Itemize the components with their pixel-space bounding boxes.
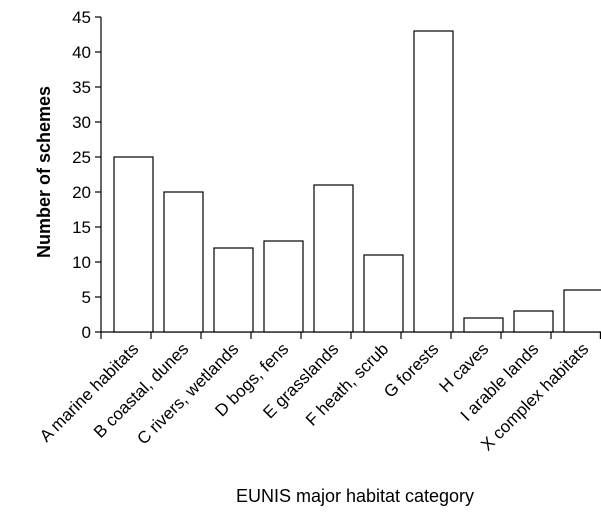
y-tick-label: 30: [72, 113, 91, 132]
y-axis-label: Number of schemes: [34, 86, 54, 258]
bar: [213, 247, 254, 333]
y-tick-label: 40: [72, 43, 91, 62]
bar: [363, 254, 404, 333]
bar: [463, 317, 504, 333]
bar: [263, 240, 304, 333]
y-tick-label: 35: [72, 78, 91, 97]
x-tick-label: G forests: [380, 339, 442, 401]
bar: [163, 191, 204, 333]
bar: [113, 156, 154, 333]
bar: [313, 184, 354, 333]
bar: [413, 30, 454, 333]
bar: [563, 289, 601, 333]
y-tick-label: 25: [72, 148, 91, 167]
y-tick-label: 20: [72, 183, 91, 202]
bar: [513, 310, 554, 333]
y-tick-label: 15: [72, 218, 91, 237]
y-tick-label: 5: [82, 288, 91, 307]
y-tick-label: 10: [72, 253, 91, 272]
y-tick-label: 0: [82, 323, 91, 342]
x-axis-label: EUNIS major habitat category: [236, 486, 474, 506]
y-tick-label: 45: [72, 8, 91, 27]
